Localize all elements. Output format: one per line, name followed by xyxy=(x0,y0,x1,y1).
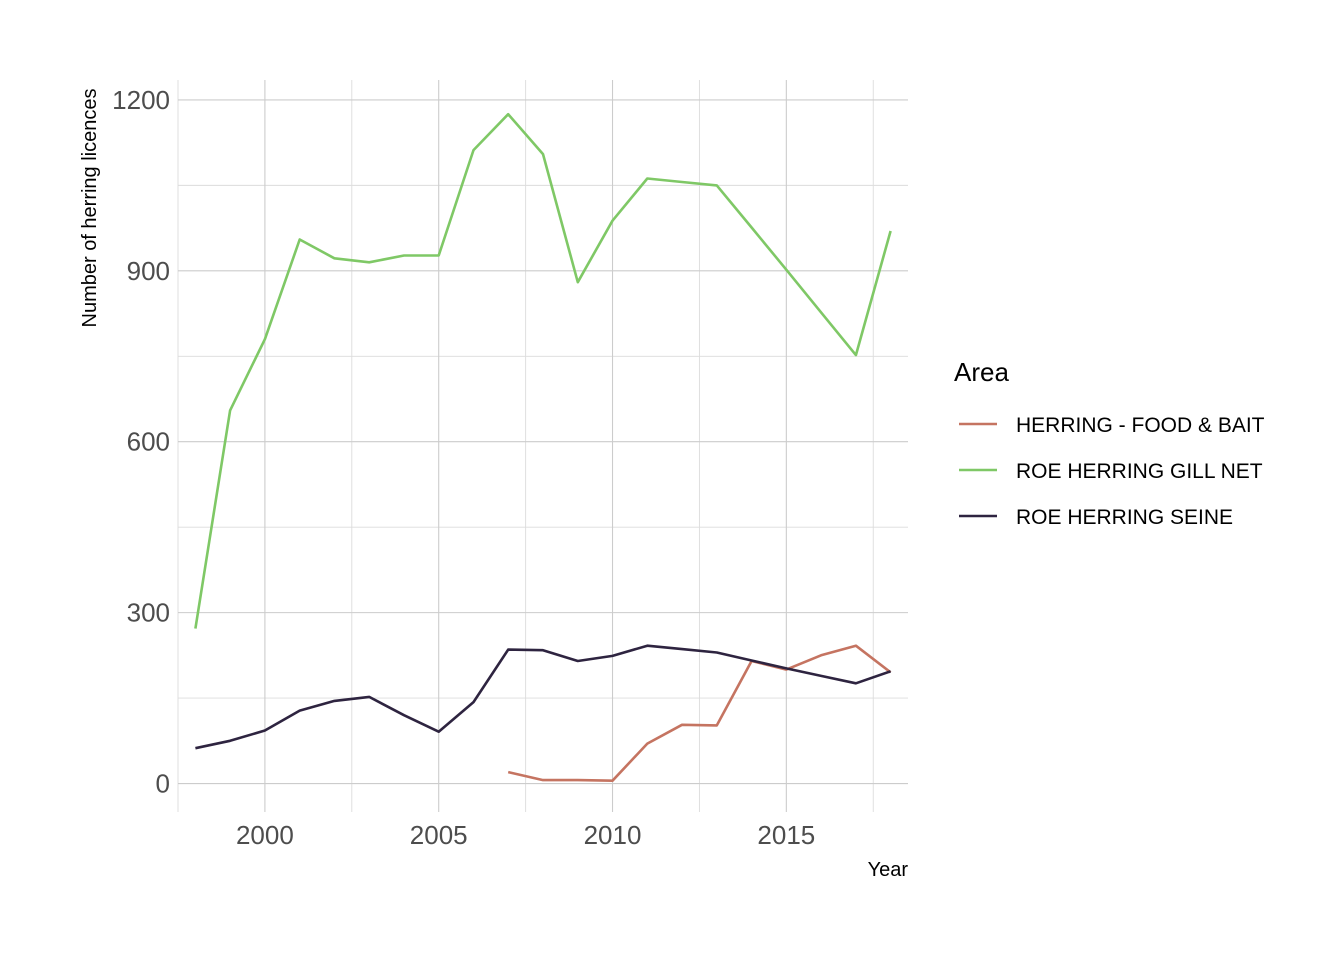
y-tick-label: 1200 xyxy=(112,85,170,115)
x-tick-label: 2005 xyxy=(410,820,468,850)
x-tick-label: 2000 xyxy=(236,820,294,850)
x-axis-ticks: 2000 2005 2010 2015 xyxy=(236,820,815,850)
series-line-roe-herring-seine xyxy=(195,644,892,750)
y-tick-label: 600 xyxy=(127,427,170,457)
legend-label: HERRING - FOOD & BAIT xyxy=(1016,414,1265,437)
series-lines xyxy=(194,112,892,783)
series-line-roe-herring-gill-net xyxy=(194,112,892,629)
x-axis-title: Year xyxy=(868,859,909,881)
y-tick-label: 900 xyxy=(127,256,170,286)
y-tick-label: 300 xyxy=(127,598,170,628)
y-tick-label: 0 xyxy=(156,769,170,799)
x-tick-label: 2010 xyxy=(584,820,642,850)
y-axis-title: Number of herring licences xyxy=(79,89,101,328)
legend: Area HERRING - FOOD & BAIT ROE HERRING GI… xyxy=(954,357,1265,529)
y-axis-ticks: 0 300 600 900 1200 xyxy=(112,85,170,799)
legend-label: ROE HERRING SEINE xyxy=(1016,506,1233,529)
legend-title: Area xyxy=(954,357,1009,387)
x-tick-label: 2015 xyxy=(757,820,815,850)
series-line-herring-food-bait xyxy=(507,644,892,783)
legend-label: ROE HERRING GILL NET xyxy=(1016,460,1263,483)
grid-lines xyxy=(177,80,908,812)
